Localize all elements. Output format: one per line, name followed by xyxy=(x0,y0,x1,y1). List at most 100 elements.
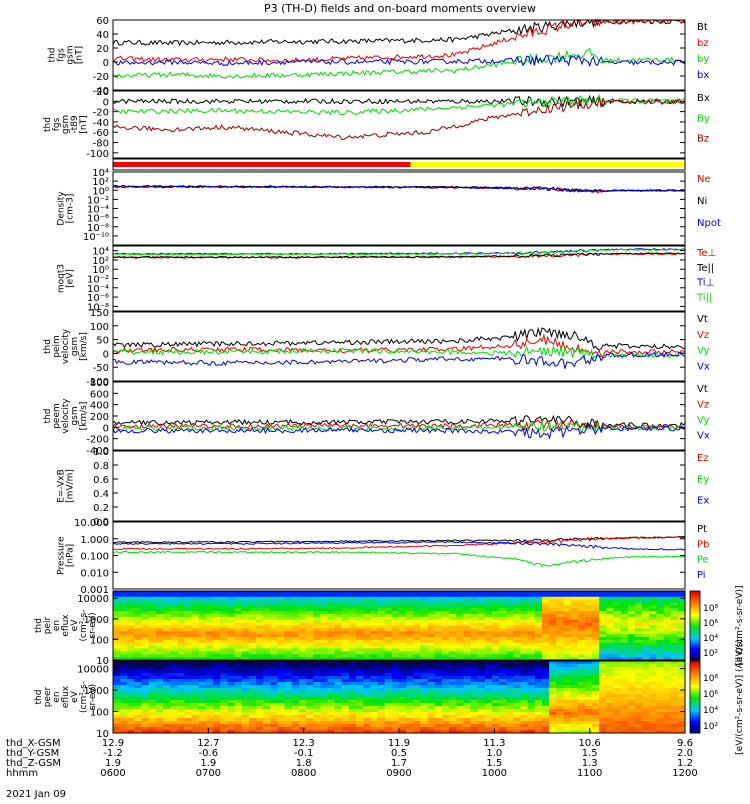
heatmap-cell xyxy=(198,697,207,701)
heatmap-cell xyxy=(120,619,128,624)
heatmap-cell xyxy=(348,715,357,719)
heatmap-cell xyxy=(384,685,393,689)
heatmap-cell xyxy=(184,605,193,609)
heatmap-cell xyxy=(113,619,121,624)
heatmap-cell xyxy=(356,724,364,728)
heatmap-cell xyxy=(427,657,436,661)
heatmap-cell xyxy=(592,625,600,629)
heatmap-cell xyxy=(470,631,479,635)
heatmap-cell xyxy=(256,642,264,647)
heatmap-cell xyxy=(663,679,672,683)
heatmap-cell xyxy=(248,605,257,609)
heatmap-cell xyxy=(499,654,507,658)
heatmap-cell xyxy=(220,602,228,606)
heatmap-cell xyxy=(670,673,679,677)
heatmap-cell xyxy=(120,593,128,598)
heatmap-cell xyxy=(584,591,593,595)
heatmap-cell xyxy=(348,593,357,598)
heatmap-cell xyxy=(399,685,407,689)
heatmap-cell xyxy=(513,639,521,644)
colorbar-cell xyxy=(690,611,700,615)
heatmap-cell xyxy=(570,596,579,601)
heatmap-cell xyxy=(634,651,643,655)
heatmap-cell xyxy=(470,608,479,612)
heatmap-cell xyxy=(356,614,364,618)
heatmap-cell xyxy=(327,703,336,707)
heatmap-cell xyxy=(542,697,550,701)
heatmap-cell xyxy=(141,651,150,655)
heatmap-cell xyxy=(656,664,664,668)
heatmap-cell xyxy=(341,616,350,621)
heatmap-cell xyxy=(248,593,257,598)
heatmap-cell xyxy=(298,694,307,698)
heatmap-cell xyxy=(148,596,157,601)
heatmap-cell xyxy=(298,602,307,606)
heatmap-cell xyxy=(406,599,414,603)
heatmap-cell xyxy=(491,608,500,612)
heatmap-cell xyxy=(391,691,400,695)
heatmap-cell xyxy=(248,634,257,638)
heatmap-cell xyxy=(241,676,250,680)
panel-frame xyxy=(112,311,686,382)
heatmap-cell xyxy=(642,639,650,644)
heatmap-cell xyxy=(456,709,464,713)
heatmap-cell xyxy=(141,700,150,704)
heatmap-cell xyxy=(327,691,336,695)
heatmap-cell xyxy=(363,602,371,606)
heatmap-cell xyxy=(391,676,400,680)
heatmap-cell xyxy=(313,715,321,719)
heatmap-cell xyxy=(649,634,657,638)
heatmap-cell xyxy=(277,727,285,731)
heatmap-cell xyxy=(484,724,493,728)
heatmap-cell xyxy=(341,654,350,658)
heatmap-cell xyxy=(577,611,586,615)
heatmap-cell xyxy=(606,670,614,674)
heatmap-cell xyxy=(291,727,300,731)
heatmap-cell xyxy=(420,685,428,689)
heatmap-cell xyxy=(663,721,672,725)
heatmap-cell xyxy=(649,596,657,601)
y-axis-label: [cm-3] xyxy=(66,194,76,224)
heatmap-cell xyxy=(384,593,393,598)
heatmap-cell xyxy=(184,651,193,655)
heatmap-cell xyxy=(427,661,436,665)
heatmap-cell xyxy=(556,715,564,719)
heatmap-cell xyxy=(620,591,629,595)
heatmap-cell xyxy=(606,724,614,728)
heatmap-cell xyxy=(649,697,657,701)
heatmap-cell xyxy=(248,661,257,665)
heatmap-cell xyxy=(677,642,686,647)
heatmap-cell xyxy=(513,616,521,621)
heatmap-cell xyxy=(313,654,321,658)
heatmap-cell xyxy=(499,599,507,603)
heatmap-cell xyxy=(413,654,421,658)
heatmap-cell xyxy=(320,657,328,661)
heatmap-cell xyxy=(427,622,436,626)
heatmap-cell xyxy=(534,700,543,704)
heatmap-cell xyxy=(570,667,579,671)
heatmap-cell xyxy=(491,721,500,725)
heatmap-cell xyxy=(463,700,471,704)
heatmap-cell xyxy=(177,682,185,686)
heatmap-cell xyxy=(256,611,264,615)
heatmap-cell xyxy=(606,700,614,704)
heatmap-cell xyxy=(356,682,364,686)
heatmap-cell xyxy=(177,691,185,695)
heatmap-cell xyxy=(241,664,250,668)
heatmap-cell xyxy=(363,703,371,707)
heatmap-cell xyxy=(634,685,643,689)
heatmap-cell xyxy=(291,730,300,734)
heatmap-cell xyxy=(377,697,386,701)
heatmap-cell xyxy=(534,591,543,595)
heatmap-cell xyxy=(577,648,586,652)
heatmap-cell xyxy=(348,706,357,710)
heatmap-cell xyxy=(205,712,214,716)
heatmap-cell xyxy=(513,596,521,601)
heatmap-cell xyxy=(663,596,672,601)
heatmap-cell xyxy=(205,724,214,728)
heatmap-cell xyxy=(213,730,221,734)
heatmap-cell xyxy=(163,622,171,626)
heatmap-cell xyxy=(449,676,457,680)
heatmap-cell xyxy=(320,591,328,595)
heatmap-cell xyxy=(584,648,593,652)
